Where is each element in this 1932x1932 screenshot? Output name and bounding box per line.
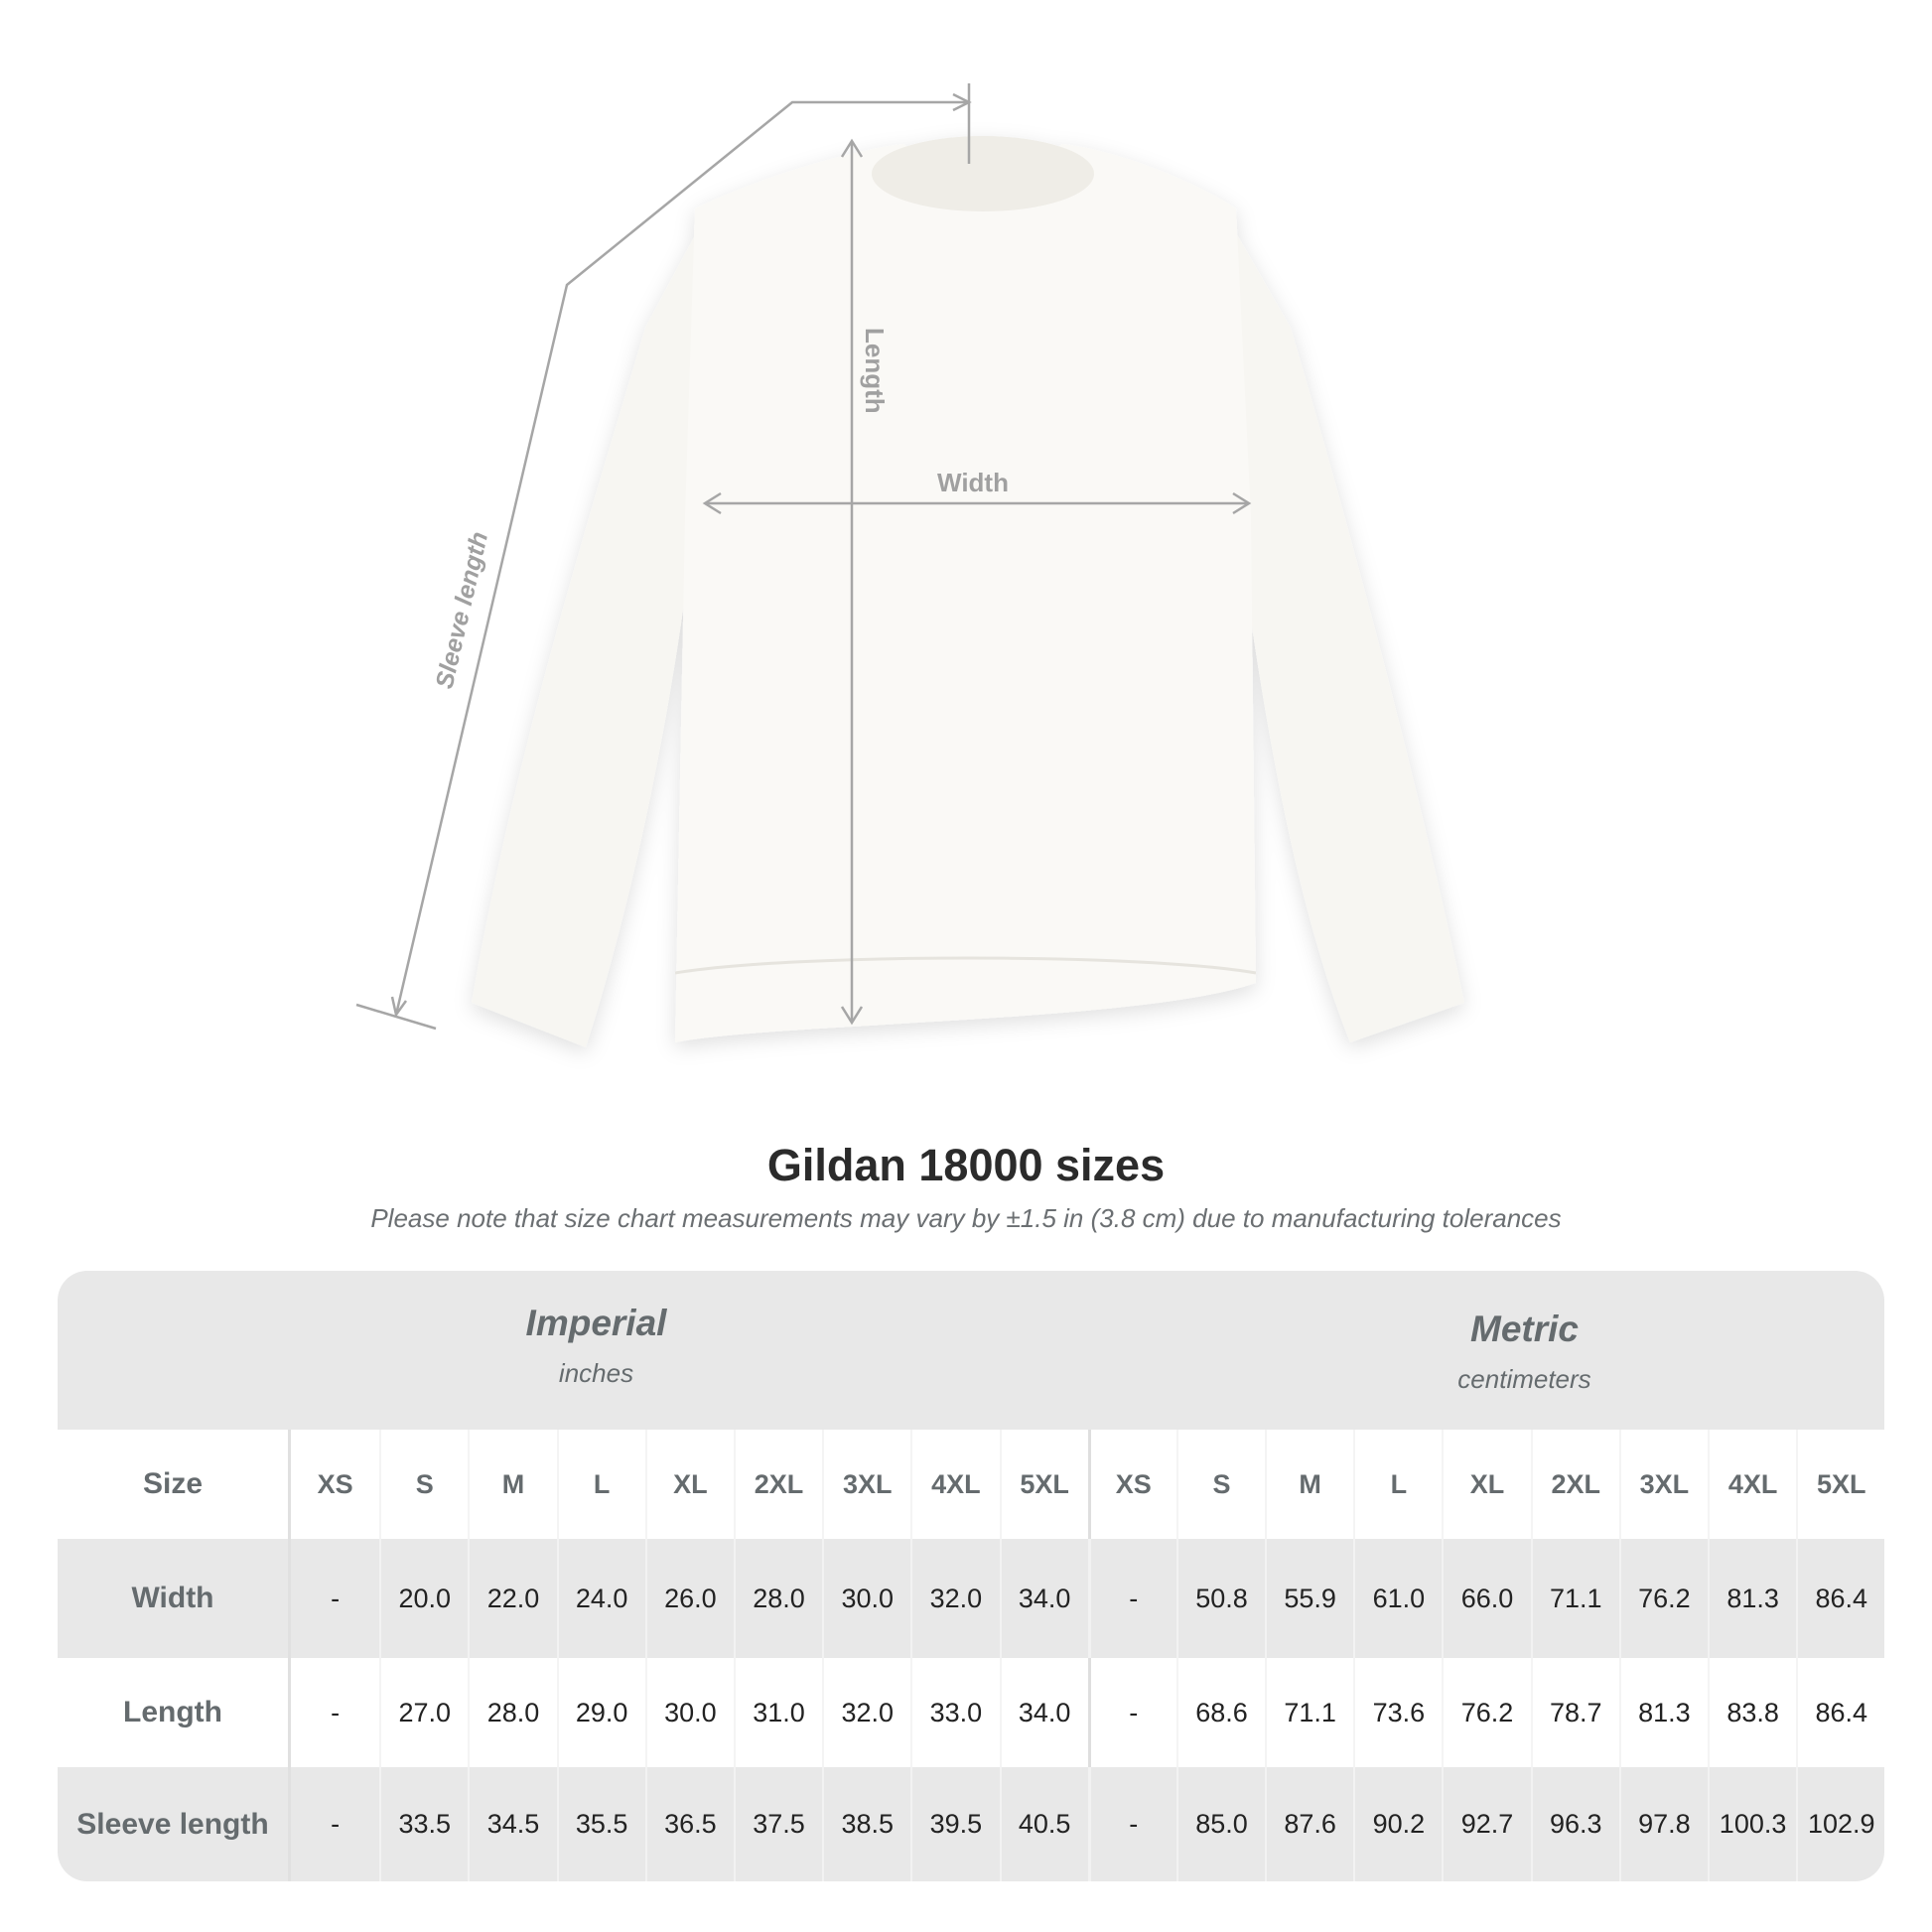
table-cell: - xyxy=(1087,1539,1176,1658)
size-header-cell: M xyxy=(1265,1430,1353,1539)
table-cell: 33.0 xyxy=(910,1658,999,1767)
table-cell: 32.0 xyxy=(910,1539,999,1658)
table-cell: - xyxy=(331,1809,341,1839)
row-label: Width xyxy=(58,1539,291,1658)
table-cell: 30.0 xyxy=(822,1539,910,1658)
table-cell: - xyxy=(331,1697,341,1727)
table-cell: 20.0 xyxy=(379,1539,468,1658)
sweatshirt-diagram: Length Width Sleeve length xyxy=(355,83,1464,1047)
table-cell: 37.5 xyxy=(733,1767,822,1881)
table-header: Imperial inches Metric centimeters xyxy=(58,1271,1884,1430)
table-cell: 83.8 xyxy=(1708,1658,1796,1767)
length-row: Length -27.0 28.0 29.0 30.0 31.0 32.0 33.0 34.0-… xyxy=(58,1658,1884,1767)
table-cell: 40.5 xyxy=(999,1767,1088,1881)
table-cell: 33.5 xyxy=(379,1767,468,1881)
table-cell: 22.0 xyxy=(468,1539,556,1658)
table-cell: - xyxy=(1087,1767,1176,1881)
table-cell: 78.7 xyxy=(1530,1658,1619,1767)
size-table: Imperial inches Metric centimeters Size X… xyxy=(58,1271,1884,1881)
size-header-cell: XS xyxy=(317,1468,353,1499)
table-cell: 96.3 xyxy=(1530,1767,1619,1881)
table-cell: 28.0 xyxy=(733,1539,822,1658)
table-cell: 86.4 xyxy=(1796,1658,1884,1767)
table-cell: 29.0 xyxy=(556,1658,645,1767)
table-cell: 39.5 xyxy=(910,1767,999,1881)
size-header-cell: S xyxy=(379,1430,468,1539)
size-header-cell: XS xyxy=(1087,1430,1176,1539)
table-cell: 36.5 xyxy=(644,1767,734,1881)
tolerance-note: Please note that size chart measurements… xyxy=(370,1203,1562,1233)
size-header-cell: 2XL xyxy=(1530,1430,1619,1539)
table-cell: - xyxy=(331,1583,341,1613)
size-row: Size XS S M L XL 2XL 3XL 4XL 5XL XS S M L XL 2XL 3XL 4XL 5… xyxy=(58,1430,1884,1539)
table-cell: 26.0 xyxy=(644,1539,734,1658)
metric-title: Metric xyxy=(1470,1309,1579,1349)
table-cell: 28.0 xyxy=(468,1658,556,1767)
sleeve-line xyxy=(394,100,969,1016)
table-cell: 102.9 xyxy=(1796,1767,1884,1881)
table-cell: 86.4 xyxy=(1796,1539,1884,1658)
size-header-cell: 4XL xyxy=(1708,1430,1796,1539)
size-header-cell: M xyxy=(468,1430,556,1539)
sleeve-length-label: Sleeve length xyxy=(431,529,494,691)
row-label: Size xyxy=(58,1430,291,1539)
metric-header: Metric centimeters xyxy=(1165,1309,1884,1395)
measurement-lines xyxy=(355,83,1252,1031)
table-cell: 27.0 xyxy=(379,1658,468,1767)
table-cell: 92.7 xyxy=(1442,1767,1530,1881)
table-cell: 81.3 xyxy=(1708,1539,1796,1658)
size-header-cell: L xyxy=(1353,1430,1442,1539)
size-header-cell: XL xyxy=(644,1430,734,1539)
page-title: Gildan 18000 sizes xyxy=(766,1140,1166,1190)
table-cell: 76.2 xyxy=(1442,1658,1530,1767)
table-cell: 38.5 xyxy=(822,1767,910,1881)
table-cell: 34.0 xyxy=(999,1658,1088,1767)
sleeve-length-row: Sleeve length - 33.5 34.5 35.5 36.5 37.5 38.5 39… xyxy=(58,1767,1884,1881)
length-label: Length xyxy=(860,328,890,414)
size-header-cell: 5XL xyxy=(1796,1430,1884,1539)
size-header-cell: XL xyxy=(1442,1430,1530,1539)
table-cell: 32.0 xyxy=(822,1658,910,1767)
table-cell: 24.0 xyxy=(556,1539,645,1658)
table-cell: 73.6 xyxy=(1353,1658,1442,1767)
row-label: Sleeve length xyxy=(58,1767,291,1881)
size-header-cell: 2XL xyxy=(733,1430,822,1539)
size-header-cell: S xyxy=(1175,1430,1265,1539)
table-cell: 34.5 xyxy=(468,1767,556,1881)
width-label: Width xyxy=(937,468,1009,497)
table-cell: - xyxy=(1087,1658,1176,1767)
table-cell: 87.6 xyxy=(1265,1767,1353,1881)
size-header-cell: 5XL xyxy=(999,1430,1088,1539)
sweatshirt-image xyxy=(472,136,1464,1047)
table-cell: 34.0 xyxy=(999,1539,1088,1658)
table-cell: 85.0 xyxy=(1175,1767,1265,1881)
imperial-unit: inches xyxy=(558,1358,634,1388)
size-header-cell: 4XL xyxy=(910,1430,999,1539)
imperial-title: Imperial xyxy=(525,1303,667,1343)
table-cell: 81.3 xyxy=(1618,1658,1708,1767)
table-cell: 71.1 xyxy=(1265,1658,1353,1767)
table-cell: 76.2 xyxy=(1618,1539,1708,1658)
table-cell: 55.9 xyxy=(1265,1539,1353,1658)
table-cell: 61.0 xyxy=(1353,1539,1442,1658)
table-cell: 35.5 xyxy=(556,1767,645,1881)
table-cell: 97.8 xyxy=(1618,1767,1708,1881)
table-cell: 71.1 xyxy=(1530,1539,1619,1658)
table-cell: 31.0 xyxy=(733,1658,822,1767)
table-cell: 68.6 xyxy=(1175,1658,1265,1767)
table-cell: 66.0 xyxy=(1442,1539,1530,1658)
size-header-cell: 3XL xyxy=(1618,1430,1708,1539)
width-row: Width -20.0 22.0 24.0 26.0 28.0 30.0 32.0 34.0-5… xyxy=(58,1539,1884,1658)
size-header-cell: L xyxy=(556,1430,645,1539)
table-cell: 100.3 xyxy=(1708,1767,1796,1881)
metric-unit: centimeters xyxy=(1457,1364,1591,1394)
imperial-header: Imperial inches xyxy=(291,1303,901,1389)
size-header-cell: 3XL xyxy=(822,1430,910,1539)
table-cell: 90.2 xyxy=(1353,1767,1442,1881)
row-label: Length xyxy=(58,1658,291,1767)
table-cell: 30.0 xyxy=(644,1658,734,1767)
table-cell: 50.8 xyxy=(1175,1539,1265,1658)
